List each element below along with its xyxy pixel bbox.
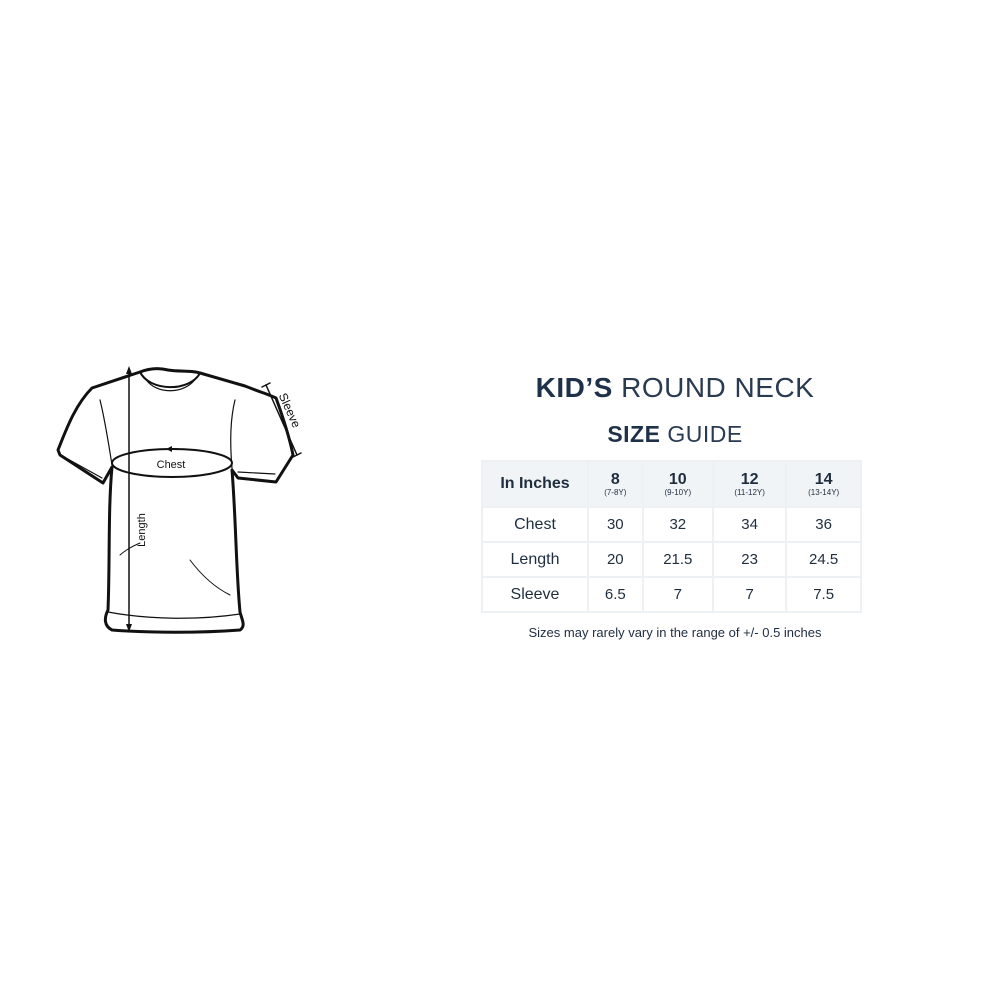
table-header-row: In Inches 8 (7-8Y) 10 (9-10Y) 12 (11-12Y) 1… [481, 460, 862, 508]
size-label: 14 [814, 470, 833, 488]
column-header: 14 (13-14Y) [785, 460, 862, 508]
sleeve-measure [265, 384, 298, 456]
subtitle-bold: SIZE [607, 421, 661, 447]
table-cell: 34 [711, 506, 788, 543]
size-label: 8 [610, 470, 620, 488]
row-label: Chest [481, 506, 589, 543]
column-header: 8 (7-8Y) [587, 460, 644, 508]
table-cell: 32 [641, 506, 714, 543]
age-label: (9-10Y) [664, 487, 692, 497]
row-label: Length [481, 541, 589, 578]
table-cell: 30 [587, 506, 644, 543]
age-label: (7-8Y) [604, 487, 627, 497]
column-header: 12 (11-12Y) [711, 460, 788, 508]
row-label: Sleeve [481, 576, 589, 613]
age-label: (13-14Y) [808, 487, 840, 497]
page-subtitle: SIZE GUIDE [480, 421, 870, 448]
title-bold: KID’S [535, 372, 613, 403]
table-cell: 7 [641, 576, 714, 613]
subtitle-light: GUIDE [667, 421, 743, 447]
table-cell: 21.5 [641, 541, 714, 578]
tshirt-diagram: Chest Length Sleeve [56, 366, 304, 634]
table-cell: 36 [785, 506, 862, 543]
size-variance-note: Sizes may rarely vary in the range of +/… [528, 625, 822, 640]
table-row: Sleeve 6.5 7 7 7.5 [481, 576, 862, 613]
table-row: Length 20 21.5 23 24.5 [481, 541, 862, 578]
chest-label: Chest [157, 459, 186, 471]
corner-header: In Inches [481, 460, 589, 508]
size-table: In Inches 8 (7-8Y) 10 (9-10Y) 12 (11-12Y) 1… [481, 460, 862, 613]
table-cell: 20 [587, 541, 644, 578]
table-row: Chest 30 32 34 36 [481, 506, 862, 543]
size-label: 10 [668, 470, 687, 488]
table-cell: 7 [711, 576, 788, 613]
length-label: Length [136, 513, 148, 547]
table-cell: 6.5 [587, 576, 644, 613]
page-title: KID’S ROUND NECK [480, 372, 870, 404]
size-label: 12 [740, 470, 759, 488]
shirt-outline [56, 367, 295, 634]
table-cell: 24.5 [785, 541, 862, 578]
column-header: 10 (9-10Y) [641, 460, 714, 508]
age-label: (11-12Y) [734, 487, 765, 497]
table-cell: 23 [711, 541, 788, 578]
table-cell: 7.5 [785, 576, 862, 613]
title-light: ROUND NECK [621, 372, 815, 403]
